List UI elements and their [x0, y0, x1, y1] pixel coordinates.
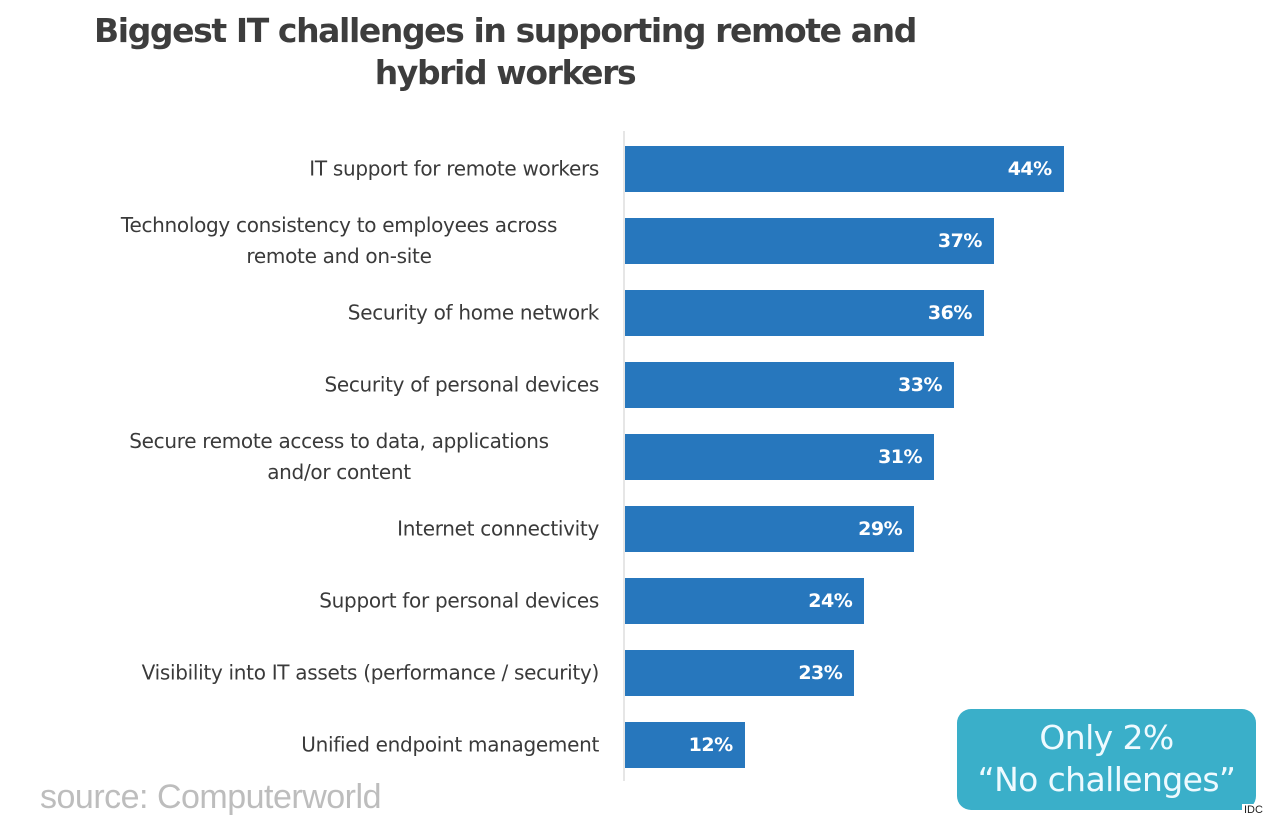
source-caption: source: Computerworld: [40, 778, 381, 816]
bar: 44%: [625, 146, 1064, 192]
callout-line-1: Only 2%: [1039, 718, 1174, 757]
bar-row: Visibility into IT assets (performance /…: [0, 650, 1271, 696]
bar: 23%: [625, 650, 855, 696]
category-label: Support for personal devices: [319, 588, 599, 613]
category-label: Technology consistency to employees acro…: [120, 213, 558, 268]
chart-title: Biggest IT challenges in supporting remo…: [60, 10, 950, 94]
bar-value-label: 24%: [808, 590, 853, 612]
chart-title-line-1: Biggest IT challenges in supporting remo…: [94, 11, 917, 50]
bar-value-label: 29%: [858, 518, 903, 540]
category-label: Visibility into IT assets (performance /…: [141, 660, 600, 685]
chart-title-line-2: hybrid workers: [374, 53, 637, 92]
bar-row: Secure remote access to data, applicatio…: [0, 429, 1271, 484]
y-axis-line: [623, 131, 625, 781]
bar-value-label: 44%: [1007, 158, 1052, 180]
bar-row: Security of home network 36%: [0, 290, 1271, 336]
bar-value-label: 23%: [798, 662, 843, 684]
category-label: Unified endpoint management: [301, 732, 599, 757]
bar-value-label: 33%: [898, 374, 942, 396]
bar: 33%: [625, 362, 954, 408]
category-label: Security of personal devices: [324, 372, 599, 397]
category-label: Internet connectivity: [397, 516, 599, 541]
bar-row: Support for personal devices 24%: [0, 578, 1271, 624]
bar-value-label: 31%: [878, 446, 923, 468]
bar-value-label: 12%: [688, 734, 733, 756]
credit-label: IDC: [1242, 804, 1265, 816]
callout-line-2: “No challenges”: [977, 760, 1236, 799]
bar: 24%: [625, 578, 865, 624]
bar-row: Unified endpoint management 12%: [0, 722, 1271, 768]
bar: 37%: [625, 218, 994, 264]
bar-value-label: 36%: [927, 302, 972, 324]
bar-row: Security of personal devices 33%: [0, 362, 1271, 408]
bar: 31%: [625, 434, 935, 480]
bar-row: IT support for remote workers 44%: [0, 146, 1271, 192]
bar-value-label: 37%: [937, 230, 982, 252]
bar-row: Technology consistency to employees acro…: [0, 213, 1271, 268]
bar-row: Internet connectivity 29%: [0, 506, 1271, 552]
category-label: Secure remote access to data, applicatio…: [129, 429, 549, 484]
category-label: IT support for remote workers: [309, 156, 599, 181]
bar: 29%: [625, 506, 915, 552]
category-label: Security of home network: [347, 300, 600, 325]
bar: 12%: [625, 722, 745, 768]
bar: 36%: [625, 290, 984, 336]
no-challenges-callout: Only 2% “No challenges”: [957, 709, 1256, 810]
